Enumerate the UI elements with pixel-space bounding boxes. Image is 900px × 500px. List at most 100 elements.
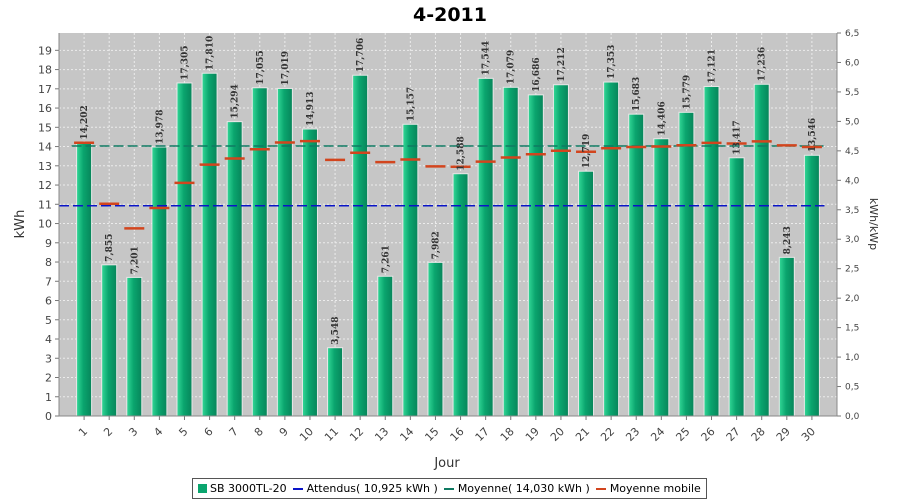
bar-value-label: 17,544 xyxy=(482,41,492,75)
bar-value-label: 14,913 xyxy=(306,92,316,126)
x-tick-label: 26 xyxy=(699,425,718,444)
y2-tick-label: 1,0 xyxy=(845,353,860,363)
chart-title: 4-2011 xyxy=(413,4,487,26)
bar xyxy=(176,82,193,417)
legend-line-swatch xyxy=(595,487,606,490)
y-tick-label: 0 xyxy=(45,410,52,423)
y-tick-label: 1 xyxy=(45,391,52,404)
x-tick-label: 1 xyxy=(76,425,90,439)
bar xyxy=(653,138,670,417)
bar-value-label: 7,855 xyxy=(105,234,115,262)
x-tick-label: 23 xyxy=(623,425,642,444)
bar xyxy=(402,123,419,417)
y2-tick-label: 3,5 xyxy=(845,206,859,216)
x-tick-label: 29 xyxy=(774,425,793,444)
y-tick-label: 10 xyxy=(38,218,52,231)
y-tick-label: 15 xyxy=(38,121,52,134)
y2-tick-label: 3,0 xyxy=(845,235,860,245)
bar-value-label: 7,982 xyxy=(431,231,441,259)
legend-item-moyenne: Moyenne( 14,030 kWh ) xyxy=(443,482,590,495)
x-tick-label: 6 xyxy=(202,425,216,439)
legend-item-attendus: Attendus( 10,925 kWh ) xyxy=(292,482,438,495)
y-tick-label: 11 xyxy=(38,198,52,211)
bar xyxy=(76,142,93,417)
bar xyxy=(527,94,544,417)
bar-value-label: 7,201 xyxy=(130,246,140,274)
bar-value-label: 13,546 xyxy=(808,118,818,152)
y-tick-label: 9 xyxy=(45,237,52,250)
bar xyxy=(151,146,168,417)
bar-value-label: 15,157 xyxy=(406,87,416,121)
y-tick-label: 7 xyxy=(45,275,52,288)
bar-value-label: 12,719 xyxy=(582,134,592,168)
bar xyxy=(126,276,143,417)
y-tick-label: 2 xyxy=(45,372,52,385)
y-tick-label: 5 xyxy=(45,314,52,327)
x-tick-label: 3 xyxy=(126,425,140,439)
legend-line-swatch xyxy=(292,487,303,490)
x-tick-label: 2 xyxy=(101,425,115,439)
bar xyxy=(327,347,344,417)
bar-value-label: 17,121 xyxy=(708,49,718,83)
bar-value-label: 8,243 xyxy=(783,226,793,254)
bar xyxy=(377,275,394,417)
y-tick-label: 3 xyxy=(45,352,52,365)
y2-tick-label: 6,5 xyxy=(845,29,859,39)
y-tick-label: 4 xyxy=(45,333,52,346)
bar xyxy=(251,87,268,417)
y2-tick-label: 2,0 xyxy=(845,294,860,304)
x-tick-label: 9 xyxy=(277,425,291,439)
bar-value-label: 15,683 xyxy=(632,77,642,111)
y2-tick-label: 6,0 xyxy=(845,58,860,68)
bar xyxy=(276,87,293,417)
y2-tick-label: 2,5 xyxy=(845,265,859,275)
legend-label: Attendus( 10,925 kWh ) xyxy=(306,482,438,495)
legend: SB 3000TL-20 Attendus( 10,925 kWh ) Moye… xyxy=(192,478,707,499)
x-tick-label: 30 xyxy=(799,425,818,444)
bar xyxy=(352,74,369,417)
bar-value-label: 17,212 xyxy=(557,47,567,81)
bar-value-label: 15,294 xyxy=(231,84,241,118)
x-tick-label: 8 xyxy=(252,425,266,439)
bar-value-label: 17,236 xyxy=(758,47,768,81)
bar xyxy=(552,84,569,417)
bar xyxy=(628,113,645,417)
bar-value-label: 17,706 xyxy=(356,38,366,72)
bar xyxy=(803,154,820,417)
y-tick-label: 13 xyxy=(38,160,52,173)
y2-tick-label: 5,0 xyxy=(845,117,860,127)
bar-value-label: 13,417 xyxy=(733,120,743,154)
bar-value-label: 17,353 xyxy=(607,45,617,79)
x-tick-label: 5 xyxy=(176,425,190,439)
y-tick-label: 19 xyxy=(38,44,52,57)
bar-value-label: 16,686 xyxy=(532,57,542,91)
bar-value-label: 7,261 xyxy=(381,245,391,273)
legend-label: SB 3000TL-20 xyxy=(210,482,287,495)
y-tick-label: 14 xyxy=(38,141,52,154)
x-tick-label: 22 xyxy=(598,425,617,444)
y2-tick-label: 0,5 xyxy=(845,383,859,393)
y-tick-label: 18 xyxy=(38,64,52,77)
bar xyxy=(603,81,620,417)
x-tick-label: 11 xyxy=(322,425,341,444)
x-tick-label: 12 xyxy=(347,425,366,444)
bar xyxy=(578,170,595,417)
bar-value-label: 14,406 xyxy=(657,101,667,135)
legend-item-mobile: Moyenne mobile xyxy=(595,482,701,495)
legend-label: Moyenne mobile xyxy=(609,482,701,495)
bar-value-label: 14,202 xyxy=(80,105,90,139)
y-tick-label: 8 xyxy=(45,256,52,269)
y2-axis-label: kWh/kWp xyxy=(867,198,880,250)
y-axis-label: kWh xyxy=(13,210,28,239)
x-tick-label: 24 xyxy=(648,425,667,444)
bar xyxy=(101,264,118,417)
bar-value-label: 12,588 xyxy=(457,136,467,170)
bar-value-label: 15,779 xyxy=(682,75,692,109)
bar-value-label: 13,978 xyxy=(155,110,165,144)
y-tick-label: 16 xyxy=(38,102,52,115)
x-tick-label: 7 xyxy=(227,425,241,439)
bar xyxy=(502,86,519,417)
y2-tick-label: 0,0 xyxy=(845,412,860,422)
x-tick-label: 28 xyxy=(749,425,768,444)
bar xyxy=(678,111,695,417)
